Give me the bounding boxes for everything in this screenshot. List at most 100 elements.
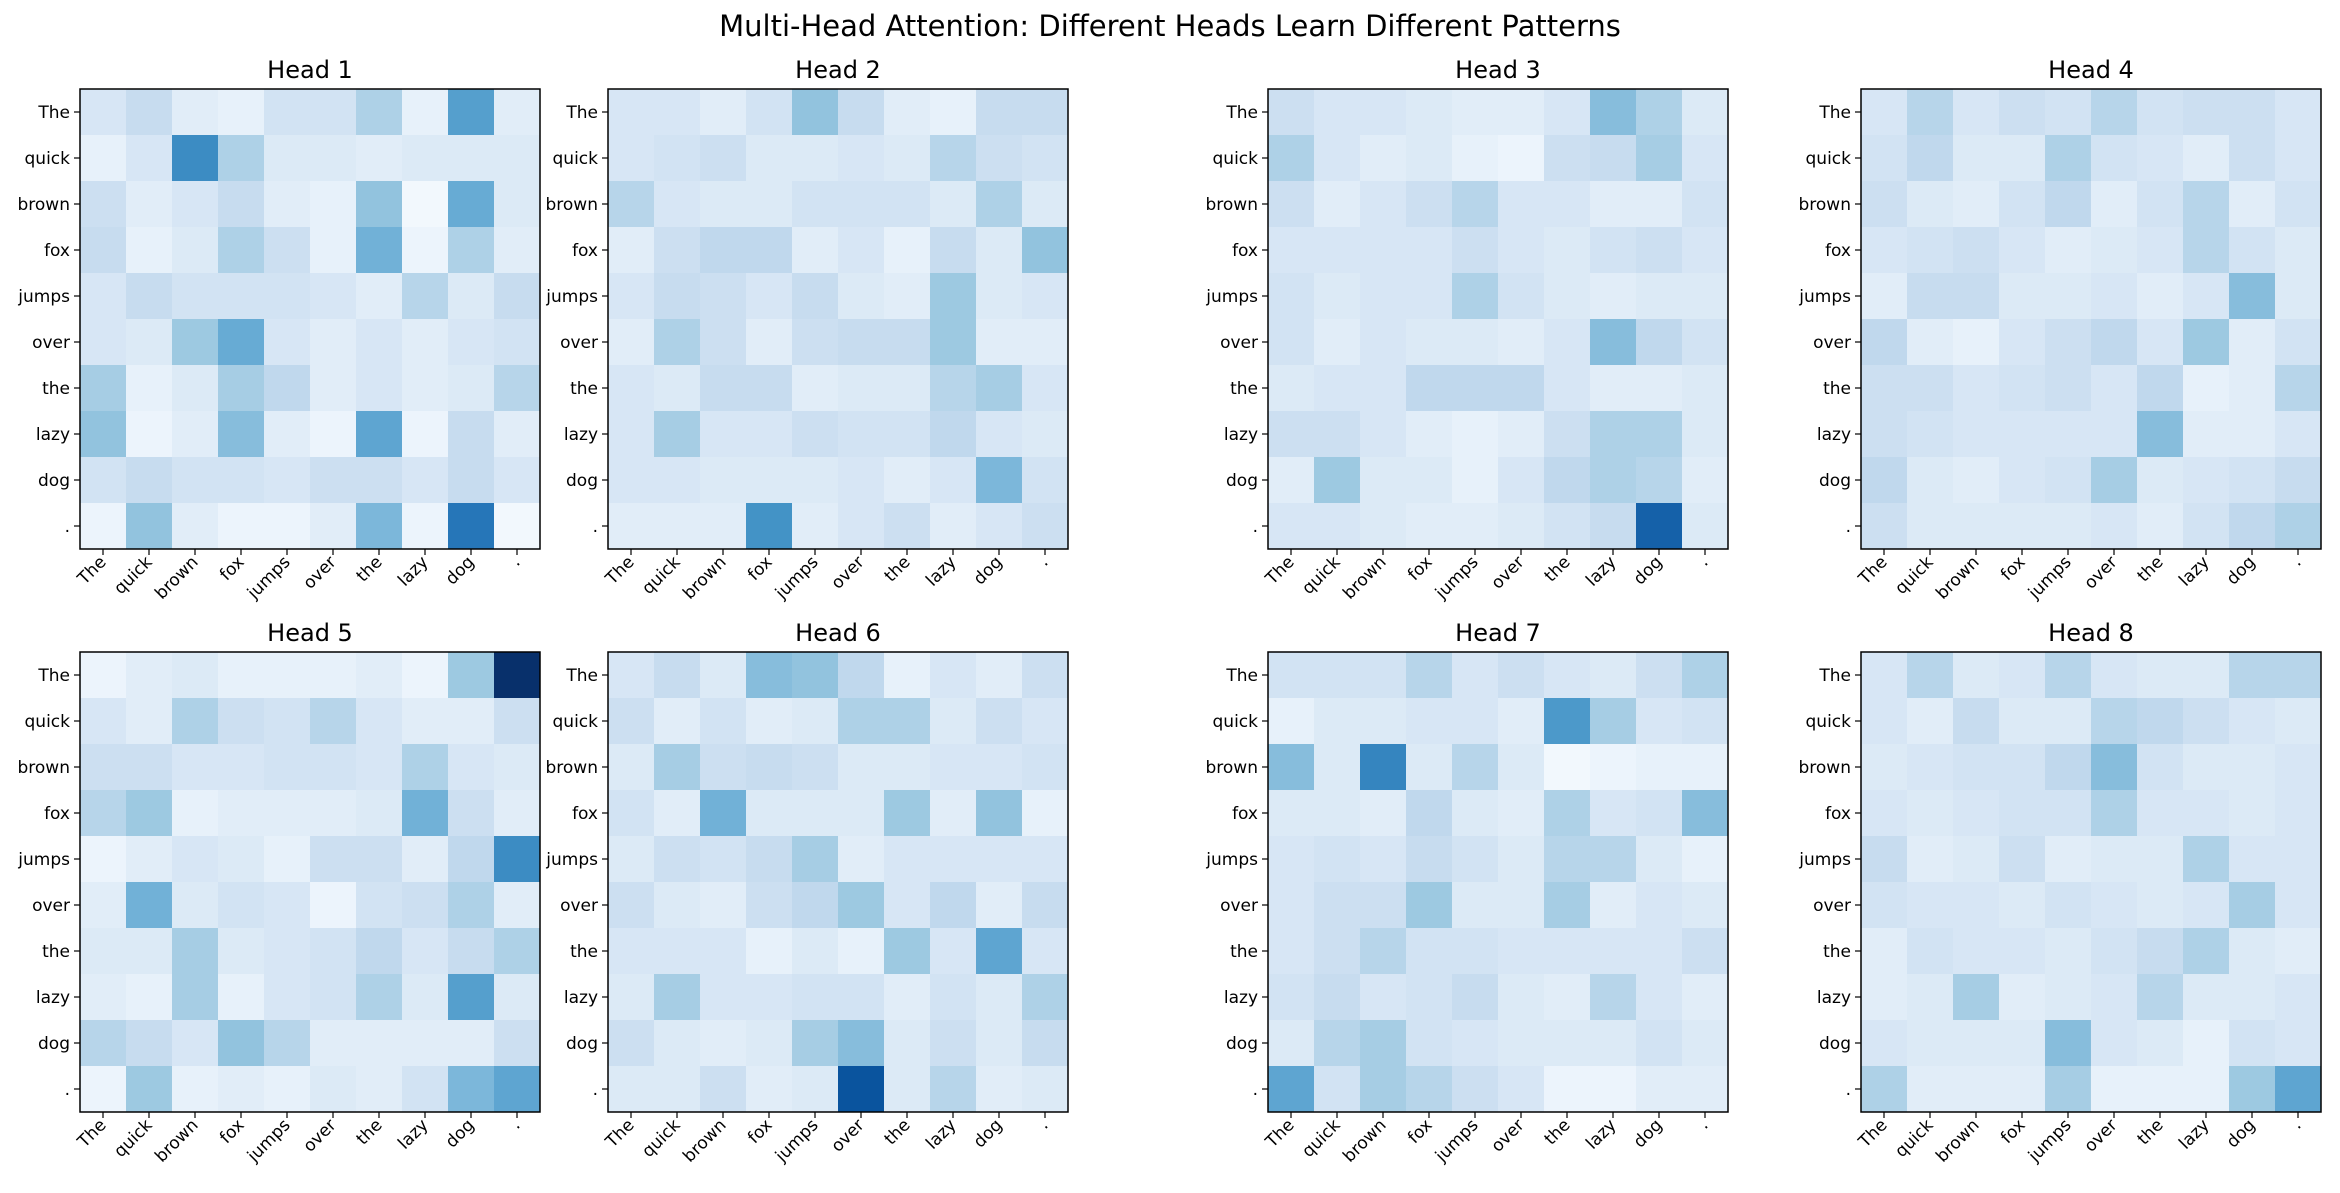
heatmap-cell (2091, 365, 2138, 412)
heatmap-cell (2137, 928, 2184, 975)
heatmap-cell (1452, 1066, 1499, 1113)
y-tick-label: brown (18, 758, 71, 778)
heatmap-cell (448, 365, 495, 412)
heatmap-cell (2137, 698, 2184, 745)
heatmap-cell (494, 135, 541, 182)
heatmap-cell (448, 698, 495, 745)
x-tick-label: . (507, 552, 525, 570)
heatmap-cell (1498, 836, 1545, 883)
heatmap-cell (310, 652, 357, 699)
heatmap-cell (2183, 319, 2230, 366)
heatmap-cell (356, 882, 403, 929)
heatmap-cell (2091, 319, 2138, 366)
heatmap-cell (1360, 89, 1407, 136)
y-tick-label: the (570, 379, 598, 399)
heatmap-cell (172, 744, 219, 791)
heatmap-cell (1268, 1066, 1315, 1113)
heatmap-cell (1861, 882, 1908, 929)
y-tick-label: quick (25, 712, 71, 732)
heatmap-cell (310, 135, 357, 182)
heatmap-cell (654, 273, 701, 320)
heatmap-cell (1590, 744, 1637, 791)
heatmap-cell (1999, 1066, 2046, 1113)
y-tick-label: lazy (36, 425, 70, 445)
heatmap-cell (654, 1066, 701, 1113)
heatmap-cell (1590, 790, 1637, 837)
heatmap-cell (1360, 135, 1407, 182)
heatmap-cell (2229, 365, 2276, 412)
heatmap-cell (2137, 882, 2184, 929)
heatmap-cell (1590, 503, 1637, 550)
heatmap-cell (1314, 1020, 1361, 1067)
heatmap-cell (792, 790, 839, 837)
heatmap-cell (2229, 790, 2276, 837)
heatmap-cell (126, 1066, 173, 1113)
heatmap-cell (402, 1020, 449, 1067)
heatmap-cell (1682, 882, 1729, 929)
heatmap-cell (1360, 365, 1407, 412)
heatmap-cell (654, 135, 701, 182)
x-tick-label: . (2288, 1115, 2306, 1133)
heatmap-cell (746, 89, 793, 136)
heatmap-cell (264, 457, 311, 504)
heatmap-cell (2137, 503, 2184, 550)
heatmap-cell (1406, 1066, 1453, 1113)
heatmap-cell (1861, 227, 1908, 274)
heatmap-cell (1544, 882, 1591, 929)
y-tick-label: brown (546, 758, 599, 778)
heatmap-cell (792, 882, 839, 929)
heatmap-cell (218, 181, 265, 228)
heatmap-cell (448, 227, 495, 274)
heatmap-cell (838, 457, 885, 504)
heatmap-cell (608, 652, 655, 699)
y-tick-label: over (1220, 333, 1258, 353)
y-tick-label: over (1813, 896, 1851, 916)
y-tick-label: The (565, 103, 598, 123)
x-tick-label: lazy (922, 1115, 960, 1153)
heatmap-cell (1999, 503, 2046, 550)
x-tick-label: . (1035, 552, 1053, 570)
x-tick-label: the (353, 552, 387, 586)
heatmap-cell (1590, 652, 1637, 699)
y-tick-label: fox (44, 804, 70, 824)
y-tick-label: The (1225, 666, 1258, 686)
heatmap-cell (700, 790, 747, 837)
heatmap-cell (746, 790, 793, 837)
heatmap-cell (1953, 652, 2000, 699)
heatmap-cell (654, 1020, 701, 1067)
heatmap-cell (264, 273, 311, 320)
heatmap-cell (264, 365, 311, 412)
heatmap-cell (448, 1020, 495, 1067)
heatmap-cell (1314, 181, 1361, 228)
heatmap-cell (218, 135, 265, 182)
y-tick-label: dog (1819, 471, 1851, 491)
x-tick-label: brown (679, 1115, 730, 1166)
heatmap-cell (448, 273, 495, 320)
heatmap-cell (1544, 698, 1591, 745)
y-tick-label: . (1846, 517, 1851, 537)
heatmap-cell (126, 503, 173, 550)
heatmap-cell (1682, 928, 1729, 975)
x-tick-label: fox (216, 552, 248, 584)
heatmap-cell (746, 319, 793, 366)
heatmap-cell (2045, 698, 2092, 745)
heatmap-cell (80, 319, 127, 366)
heatmap-cell (1268, 1020, 1315, 1067)
heatmap-cell (1544, 365, 1591, 412)
heatmap-cell (1861, 457, 1908, 504)
heatmap-cell (976, 273, 1023, 320)
heatmap-cell (1544, 411, 1591, 458)
x-tick-label: lazy (1582, 1115, 1620, 1153)
x-tick-label: . (1695, 1115, 1713, 1133)
heatmap-cell (700, 928, 747, 975)
heatmap-cell (2091, 836, 2138, 883)
x-tick-label: quick (638, 552, 684, 598)
x-tick-label: quick (1891, 552, 1937, 598)
heatmap-cell (172, 181, 219, 228)
x-tick-label: dog (2223, 552, 2260, 589)
heatmap-cell (172, 411, 219, 458)
heatmap-cell (1636, 974, 1683, 1021)
heatmap-cell (792, 457, 839, 504)
heatmap-cell (2045, 744, 2092, 791)
heatmap-cell (1268, 698, 1315, 745)
